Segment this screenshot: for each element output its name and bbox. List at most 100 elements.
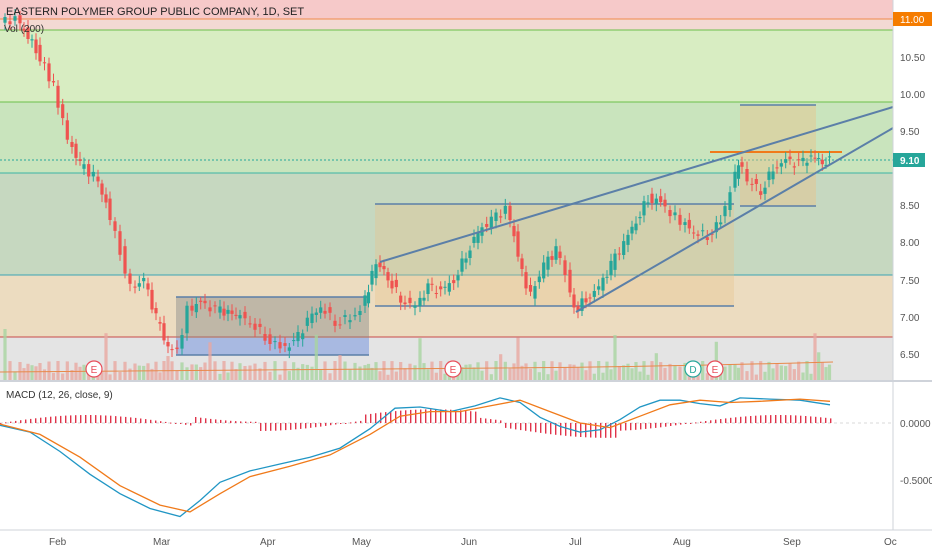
price-tick: 10.50 <box>900 53 925 64</box>
macd-hist-bar <box>120 417 121 424</box>
volume-bar <box>3 329 6 381</box>
candle-body <box>386 272 389 280</box>
macd-hist-bar <box>565 423 566 436</box>
range-box-lower <box>176 338 369 355</box>
volume-bar <box>363 365 366 381</box>
macd-hist-bar <box>290 423 291 430</box>
volume-bar <box>292 362 295 381</box>
volume-bar <box>408 364 411 381</box>
volume-bar <box>413 365 416 381</box>
volume-bar <box>588 361 591 381</box>
target-box-right <box>740 105 816 206</box>
macd-hist-bar <box>520 423 521 430</box>
volume-bar <box>824 367 827 381</box>
candle-body <box>613 254 616 270</box>
candle-body <box>435 293 438 294</box>
dividend-marker[interactable]: D <box>685 361 701 377</box>
volume-bar <box>554 371 557 381</box>
macd-hist-bar <box>315 423 316 427</box>
volume-bar <box>576 367 579 381</box>
candle-body <box>422 298 425 301</box>
candle-body <box>234 315 237 316</box>
volume-bar <box>243 366 246 381</box>
macd-hist-bar <box>205 418 206 423</box>
volume-bar <box>673 365 676 381</box>
candle-body <box>618 254 621 255</box>
candle-body <box>452 280 455 283</box>
candle-body <box>180 335 183 349</box>
macd-hist-bar <box>515 423 516 429</box>
time-label: Jun <box>461 537 477 548</box>
volume-label: Vol (200) <box>4 24 44 35</box>
macd-hist-bar <box>405 410 406 423</box>
macd-hist-bar <box>540 423 541 433</box>
candle-body <box>490 217 493 229</box>
volume-bar <box>263 362 266 381</box>
volume-bar <box>494 361 497 381</box>
volume-bar <box>771 368 774 381</box>
macd-hist-bar <box>500 420 501 423</box>
volume-bar <box>133 364 136 382</box>
macd-hist-bar <box>360 421 361 423</box>
volume-bar <box>190 364 193 381</box>
macd-hist-bar <box>85 415 86 423</box>
candle-body <box>558 252 561 258</box>
volume-bar <box>678 367 681 382</box>
time-label: Mar <box>153 537 171 548</box>
candle-body <box>323 311 326 314</box>
volume-bar <box>52 373 55 381</box>
macd-hist-bar <box>210 419 211 423</box>
earnings-marker[interactable]: E <box>86 361 102 377</box>
candle-body <box>563 260 566 275</box>
candle-body <box>104 194 107 202</box>
macd-hist-bar <box>65 416 66 423</box>
candle-body <box>170 349 173 350</box>
candle-body <box>123 246 126 273</box>
volume-bar <box>558 362 561 381</box>
candle-body <box>663 200 666 207</box>
earnings-marker[interactable]: E <box>445 361 461 377</box>
macd-hist-bar <box>30 419 31 423</box>
volume-bar <box>659 362 662 381</box>
volume-bar <box>613 335 616 381</box>
macd-hist-bar <box>710 420 711 423</box>
macd-hist-bar <box>420 410 421 424</box>
macd-hist-bar <box>340 423 341 424</box>
volume-bar <box>439 361 442 381</box>
candle-body <box>208 307 211 311</box>
candle-body <box>568 270 571 293</box>
macd-hist-bar <box>15 421 16 423</box>
volume-bar <box>403 368 406 381</box>
candle-body <box>395 280 398 287</box>
volume-bar <box>805 361 808 381</box>
macd-hist-bar <box>765 415 766 423</box>
candle-body <box>701 230 704 231</box>
macd-hist-bar <box>35 418 36 423</box>
earnings-marker[interactable]: E <box>707 361 723 377</box>
macd-hist-bar <box>695 422 696 423</box>
macd-hist-bar <box>730 418 731 423</box>
candle-body <box>108 199 111 220</box>
candle-body <box>728 192 731 210</box>
candle-body <box>499 216 502 217</box>
macd-hist-bar <box>775 415 776 423</box>
macd-hist-bar <box>215 419 216 423</box>
candle-body <box>363 295 366 305</box>
candle-body <box>737 165 740 179</box>
volume-bar <box>353 363 356 381</box>
macd-hist-bar <box>670 423 671 426</box>
candle-body <box>634 224 637 231</box>
candle-body <box>203 301 206 303</box>
macd-hist-bar <box>220 420 221 423</box>
volume-bar <box>472 367 475 381</box>
volume-bar <box>26 364 29 381</box>
macd-hist-bar <box>240 421 241 423</box>
candle-body <box>828 156 831 157</box>
macd-hist-bar <box>580 423 581 437</box>
macd-hist-bar <box>135 418 136 423</box>
candle-body <box>805 163 808 166</box>
macd-hist-bar <box>395 411 396 423</box>
candle-body <box>504 206 507 214</box>
candle-body <box>533 286 536 299</box>
